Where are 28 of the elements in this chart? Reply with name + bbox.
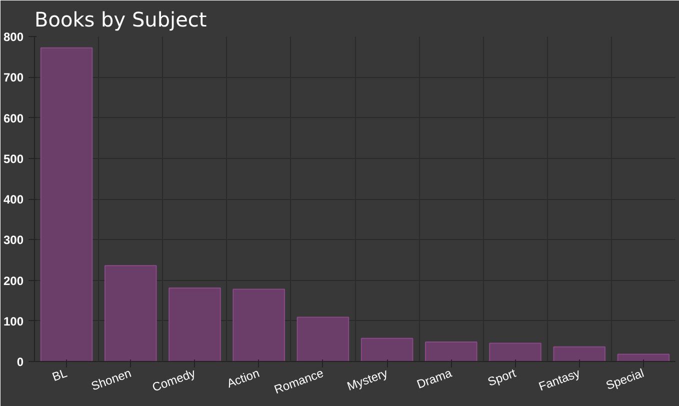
x-tick-label: Mystery bbox=[345, 366, 390, 394]
bar bbox=[617, 354, 670, 362]
chart-title: Books by Subject bbox=[34, 8, 207, 32]
y-tick-label: 700 bbox=[3, 70, 24, 85]
y-tick-label: 600 bbox=[3, 111, 24, 126]
bar bbox=[232, 288, 285, 362]
bar bbox=[553, 346, 606, 362]
y-tick-label: 200 bbox=[3, 274, 24, 288]
x-tick-label: Comedy bbox=[150, 366, 198, 394]
bar bbox=[40, 47, 93, 362]
bar bbox=[168, 287, 221, 362]
x-tick-label: Shonen bbox=[89, 366, 134, 394]
y-tick-label: 0 bbox=[16, 355, 24, 369]
x-tick-label: Sport bbox=[486, 366, 518, 389]
y-tick-label: 300 bbox=[3, 233, 24, 248]
y-tick-label: 100 bbox=[3, 314, 24, 328]
bar bbox=[489, 342, 542, 362]
bar bbox=[296, 316, 350, 362]
y-tick-label: 500 bbox=[3, 152, 24, 166]
bar bbox=[425, 342, 478, 362]
x-tick-label: Drama bbox=[414, 366, 454, 392]
bar bbox=[104, 265, 157, 362]
x-tick-label: BL bbox=[50, 366, 70, 384]
x-tick-label: Action bbox=[225, 366, 262, 391]
y-tick-label: 400 bbox=[3, 192, 24, 206]
y-tick-label: 800 bbox=[3, 30, 24, 44]
bar bbox=[360, 338, 414, 362]
x-tick-label: Fantasy bbox=[536, 366, 582, 394]
